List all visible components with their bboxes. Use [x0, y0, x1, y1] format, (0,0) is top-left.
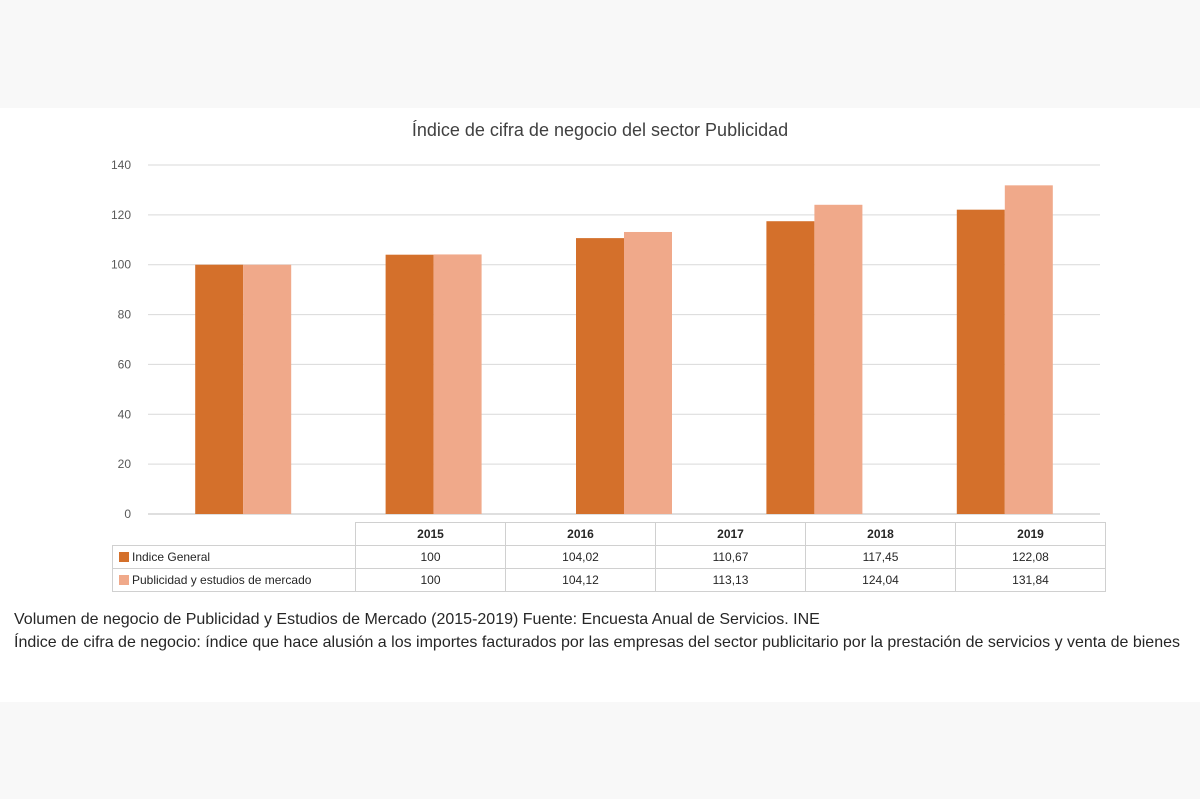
y-tick-label: 60 [118, 357, 132, 371]
legend-entry: Indice General [112, 545, 356, 569]
table-cell: 100 [355, 568, 506, 592]
bar-2018-series-1 [766, 221, 815, 514]
bar-2016-series-2 [433, 254, 482, 514]
table-row: Indice General 100 104,02 110,67 117,45 122,0… [112, 545, 1106, 569]
table-cell: 100 [355, 545, 506, 569]
y-axis-ticks: 0 20 40 60 80 100 120 140 [111, 158, 131, 521]
table-cell: 104,02 [505, 545, 656, 569]
bar-2019-series-2 [1004, 185, 1053, 514]
legend-swatch [119, 552, 129, 562]
caption-definition: Índice de cifra de negocio: índice que h… [14, 634, 1180, 651]
legend-label: Publicidad y estudios de mercado [132, 573, 312, 587]
caption-source: Volumen de negocio de Publicidad y Estud… [14, 611, 820, 628]
table-row: Publicidad y estudios de mercado 100 104,1… [112, 568, 1106, 592]
y-tick-label: 0 [124, 507, 131, 521]
bar-2016-series-1 [385, 254, 434, 514]
bar-2018-series-2 [814, 204, 863, 514]
caption: Volumen de negocio de Publicidad y Estud… [14, 608, 1194, 654]
table-header-year: 2019 [955, 522, 1106, 546]
bar-2017-series-2 [624, 231, 672, 514]
table-cell: 131,84 [955, 568, 1106, 592]
table-cell: 124,04 [805, 568, 956, 592]
legend-entry: Publicidad y estudios de mercado [112, 568, 356, 592]
data-table-header-row: 2015 2016 2017 2018 2019 [112, 522, 1106, 546]
chart-title: Índice de cifra de negocio del sector Pu… [411, 120, 789, 140]
data-table: 2015 2016 2017 2018 2019 Indice General 100 10… [112, 522, 1106, 592]
table-cell: 122,08 [955, 545, 1106, 569]
table-header-year: 2017 [655, 522, 806, 546]
y-tick-label: 40 [118, 407, 132, 421]
bars [195, 185, 1053, 515]
table-cell: 117,45 [805, 545, 956, 569]
table-cell: 104,12 [505, 568, 656, 592]
y-tick-label: 20 [118, 457, 132, 471]
table-cell: 110,67 [655, 545, 806, 569]
data-table-corner [112, 522, 356, 546]
y-tick-label: 140 [111, 158, 131, 172]
y-tick-label: 100 [111, 258, 131, 272]
table-header-year: 2015 [355, 522, 506, 546]
table-header-year: 2018 [805, 522, 956, 546]
bar-2015-series-1 [195, 264, 244, 514]
legend-label: Indice General [132, 550, 211, 564]
table-cell: 113,13 [655, 568, 806, 592]
y-tick-label: 120 [111, 208, 131, 222]
y-tick-label: 80 [118, 308, 132, 322]
table-header-year: 2016 [505, 522, 656, 546]
bar-2015-series-2 [243, 264, 292, 514]
bar-2019-series-1 [956, 209, 1005, 514]
legend-swatch [119, 575, 129, 585]
bar-2017-series-1 [576, 238, 624, 515]
